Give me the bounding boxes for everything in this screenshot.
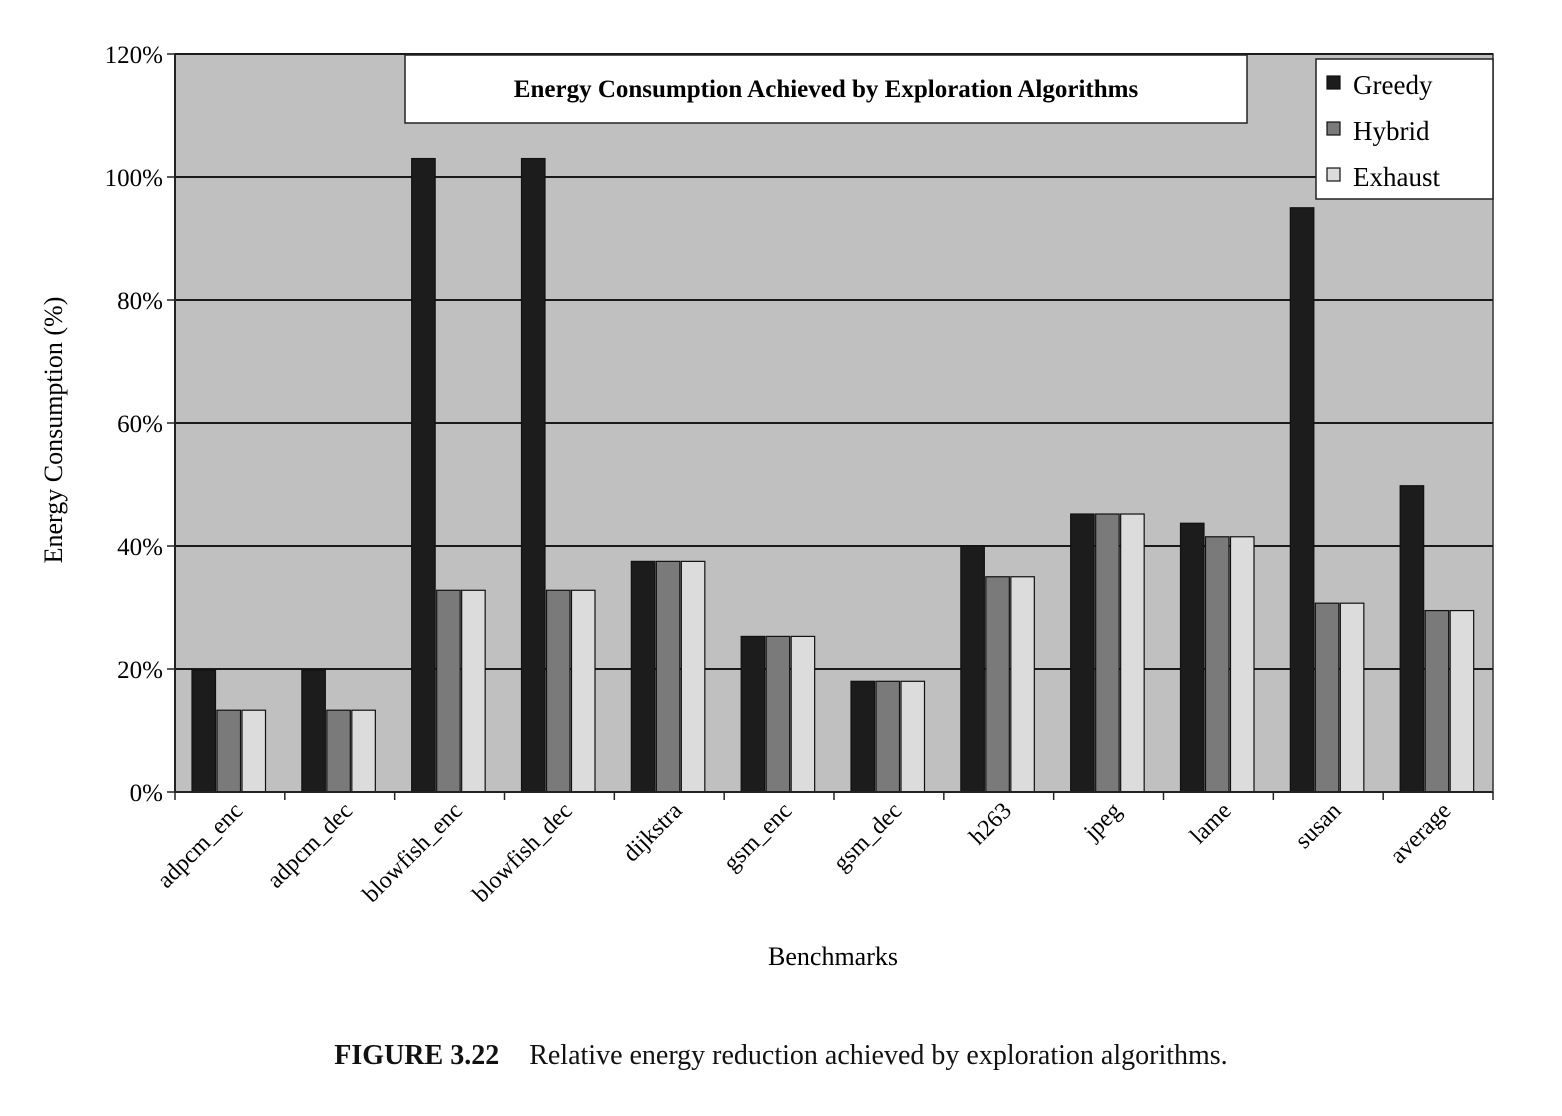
y-tick-label: 60% (117, 411, 163, 438)
x-tick-label: average (1385, 798, 1456, 869)
y-tick-label: 20% (117, 657, 163, 684)
bar-greedy-gsm-enc (740, 635, 766, 793)
bar-greedy-adpcm-dec (301, 669, 326, 793)
bar-greedy-gsm-dec (850, 680, 876, 793)
x-tick-label: dijkstra (618, 798, 688, 868)
y-tick-label: 0% (130, 780, 163, 807)
figure-caption: FIGURE 3.22 Relative energy reduction ach… (0, 1040, 1562, 1072)
bar-hybrid-dijkstra (655, 560, 681, 793)
x-tick-label: susan (1290, 798, 1346, 854)
bar-greedy-average (1399, 485, 1425, 793)
x-tick-label: lame (1185, 798, 1236, 849)
legend-swatch-greedy (1326, 75, 1341, 90)
gridlines (175, 53, 1493, 670)
bar-hybrid-jpeg (1095, 513, 1120, 793)
bar-exhaust-blowfish-dec (570, 589, 596, 793)
bar-greedy-blowfish-dec (520, 157, 546, 793)
bar-exhaust-gsm-enc (790, 635, 816, 793)
bar-hybrid-gsm-dec (875, 680, 901, 793)
bar-greedy-h263 (960, 545, 985, 793)
x-tick-label: blowfish_dec (468, 798, 578, 908)
bar-exhaust-h263 (1010, 576, 1035, 793)
bar-exhaust-jpeg (1120, 513, 1145, 793)
x-tick-label: adpcm_dec (262, 798, 358, 894)
bar-hybrid-susan (1314, 602, 1340, 793)
legend-label-exhaust: Exhaust (1353, 162, 1440, 192)
legend-swatch-exhaust (1326, 167, 1341, 182)
chart-title-box: Energy Consumption Achieved by Explorati… (404, 54, 1248, 124)
bar-exhaust-susan (1339, 602, 1365, 793)
bar-hybrid-lame (1204, 536, 1230, 793)
caption-text: Relative energy reduction achieved by ex… (529, 1040, 1228, 1071)
bar-exhaust-lame (1229, 536, 1255, 793)
bar-hybrid-average (1424, 609, 1450, 793)
y-tick-label: 100% (105, 165, 163, 192)
bars (191, 157, 1475, 793)
x-tick-label: blowfish_enc (358, 798, 468, 908)
bar-greedy-lame (1179, 522, 1205, 793)
legend-label-greedy: Greedy (1353, 70, 1433, 100)
bar-greedy-susan (1289, 207, 1315, 793)
bar-greedy-blowfish-enc (411, 157, 436, 793)
x-axis-title: Benchmarks (768, 942, 898, 971)
bar-exhaust-blowfish-enc (461, 589, 486, 793)
y-tick-label: 80% (117, 288, 163, 315)
x-tick-label: adpcm_enc (153, 798, 249, 894)
bar-hybrid-blowfish-enc (436, 589, 461, 793)
bar-hybrid-h263 (985, 576, 1010, 793)
figure-number: FIGURE 3.22 (334, 1040, 500, 1071)
chart-title: Energy Consumption Achieved by Explorati… (514, 76, 1139, 103)
legend-swatch-hybrid (1326, 121, 1341, 136)
legend-label-hybrid: Hybrid (1353, 116, 1430, 146)
bar-hybrid-adpcm-enc (216, 709, 242, 793)
bar-exhaust-gsm-dec (900, 680, 926, 793)
bar-greedy-adpcm-enc (191, 669, 217, 793)
bar-greedy-jpeg (1070, 513, 1095, 793)
bar-chart: 0% 20% 40% 60% 80% 100% 120% adpcm_enc adpcm_dec… (39, 42, 1494, 971)
bar-exhaust-adpcm-dec (351, 709, 376, 793)
legend: Greedy Hybrid Exhaust (1315, 58, 1494, 200)
bar-greedy-dijkstra (630, 560, 656, 793)
bar-exhaust-adpcm-enc (241, 709, 267, 793)
y-axis-title: Energy Consumption (%) (39, 297, 68, 564)
legend-box (1315, 58, 1494, 200)
bar-exhaust-average (1449, 609, 1475, 793)
x-tick-label: h263 (965, 798, 1017, 850)
y-tick-label: 120% (105, 42, 163, 69)
x-tick-label: jpeg (1079, 798, 1127, 846)
x-tick-label: gsm_enc (719, 798, 798, 877)
x-tick-label: gsm_dec (828, 798, 907, 877)
bar-hybrid-adpcm-dec (326, 709, 351, 793)
bar-hybrid-gsm-enc (765, 635, 791, 793)
y-tick-label: 40% (117, 534, 163, 561)
bar-hybrid-blowfish-dec (545, 589, 571, 793)
bar-exhaust-dijkstra (680, 560, 706, 793)
